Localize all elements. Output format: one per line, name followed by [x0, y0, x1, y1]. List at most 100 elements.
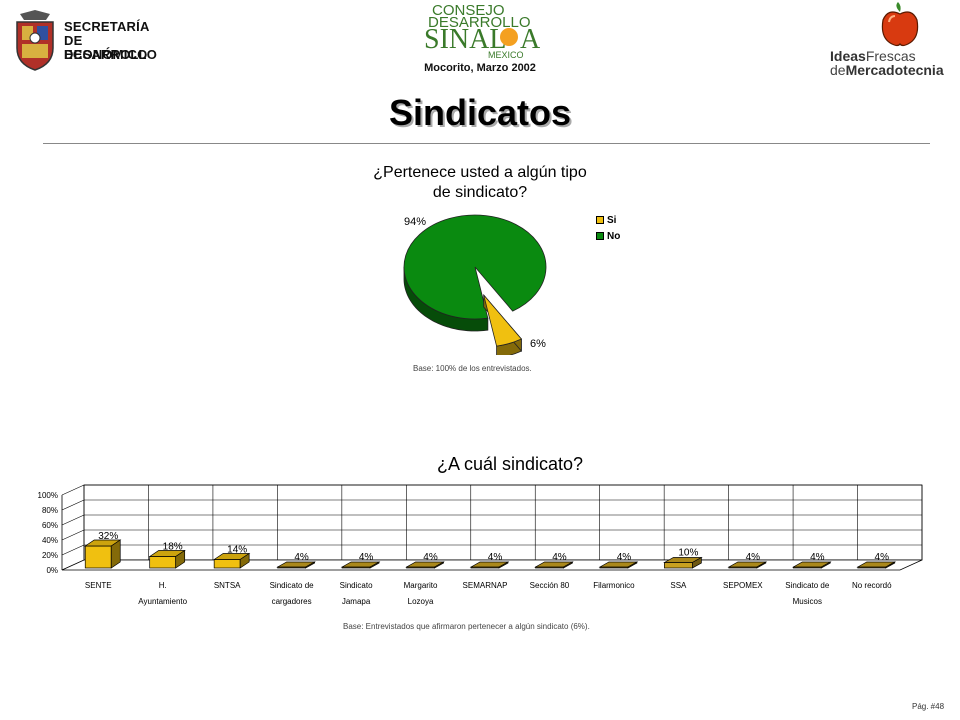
bar-chart-title: ¿A cuál sindicato?: [436, 454, 584, 474]
desarrollo-text: DESARROLLO: [428, 14, 531, 31]
x-tick-label: H.: [159, 581, 167, 590]
x-tick-label: Margarito: [404, 581, 438, 590]
legend-label-si: Si: [607, 214, 617, 226]
bar-value-label: 4%: [875, 552, 890, 563]
legend-swatch-si: [596, 216, 604, 224]
pie-slice-top: [483, 294, 523, 347]
state-seal-icon: [16, 10, 54, 71]
bar-chart: 0% 20% 40% 60% 80% 100% 32% SENTE 18% H. Ayuntamie…: [38, 484, 923, 606]
bar-value-label: 4%: [488, 552, 503, 563]
bar-grid: [61, 484, 923, 571]
bar-side: [885, 561, 896, 569]
bar-12: [856, 561, 897, 569]
x-tick-label: SEPOMEX: [723, 581, 763, 590]
pie-slice-no: [403, 214, 547, 332]
bar-side: [239, 552, 250, 569]
bar-front: [149, 556, 177, 569]
bar-value-label: 4%: [294, 552, 309, 563]
x-tick-label: Filarmonico: [593, 581, 635, 590]
bar-value-label: 10%: [678, 548, 698, 559]
page-title: Sindicatos: [388, 92, 572, 133]
x-tick-label: SEMARNAP: [463, 581, 508, 590]
bar-value-label: 4%: [617, 552, 632, 563]
sinaloa-text: SINAL: [424, 24, 507, 55]
bar-side: [820, 561, 831, 569]
bar-value-label: 18%: [163, 542, 183, 553]
y-tick-label: 40%: [42, 536, 58, 545]
x-tick-label: Ayuntamiento: [138, 597, 187, 606]
x-tick-label: Jamapa: [342, 597, 371, 606]
pie-value-label-no: 94%: [404, 216, 426, 228]
bar-2: [212, 552, 251, 569]
bar-value-label: 4%: [423, 552, 438, 563]
x-tick-label: Sindicato de: [785, 581, 830, 590]
x-tick-label: SNTSA: [214, 581, 241, 590]
bar-6: [469, 561, 510, 569]
page-number: Pág. #48: [912, 702, 945, 711]
bar-front: [664, 562, 693, 569]
bar-base-note: Base: Entrevistados que afirmaron perten…: [343, 622, 590, 631]
secretaria-line-3: ECONÓMICO: [64, 47, 148, 62]
pie-title-line-2: de sindicato?: [432, 184, 528, 201]
frescas-text: Frescas: [865, 48, 916, 64]
bar-value-label: 4%: [359, 552, 374, 563]
ideas-frescas-logo: IdeasFrescas deMercadotecnia: [826, 2, 960, 82]
bar-back-wall: [83, 484, 923, 561]
bar-gridline-side: [61, 514, 85, 526]
bar-value-label: 4%: [746, 552, 761, 563]
secretaria-logo: SECRETARÍA DE DESARROLLO ECONÓMICO: [8, 4, 158, 76]
y-tick-label: 20%: [42, 551, 58, 560]
bar-3: [276, 561, 316, 569]
mercadotecnia-text: Mercadotecnia: [845, 62, 944, 78]
location-date: Mocorito, Marzo 2002: [424, 62, 536, 74]
pie-base-note: Base: 100% de los entrevistados.: [413, 364, 532, 373]
consejo-text: CONSEJO: [432, 2, 505, 19]
bar-gridline-side: [61, 484, 85, 496]
bar-4: [340, 561, 381, 569]
bar-5: [405, 561, 445, 569]
bar-7: [534, 561, 574, 569]
bar-side: [627, 561, 638, 569]
legend-item-no: No: [596, 228, 620, 244]
sinaloa-a-text: A: [520, 24, 541, 55]
bar-side: [563, 561, 573, 569]
apple-icon: [881, 2, 919, 47]
bar-gridline-side: [61, 529, 85, 541]
y-tick-label: 100%: [38, 491, 58, 500]
bar-gridline-side: [61, 499, 85, 511]
y-tick-label: 0%: [46, 566, 58, 575]
x-tick-label: SSA: [670, 581, 687, 590]
bar-0: [84, 539, 122, 569]
x-tick-label: Musicos: [793, 597, 822, 606]
page-header: SECRETARÍA DE DESARROLLO ECONÓMICO CONSE…: [0, 0, 960, 90]
bar-11: [791, 561, 832, 569]
pie-chart: 6% 94%: [403, 214, 547, 355]
de-text: de: [830, 62, 846, 78]
x-tick-label: Sindicato de: [270, 581, 315, 590]
x-tick-label: SENTE: [85, 581, 112, 590]
ideas-text: Ideas: [830, 48, 866, 64]
bar-side: [369, 561, 380, 569]
y-tick-label: 80%: [42, 506, 58, 515]
x-tick-label: No recordó: [852, 581, 892, 590]
bar-side: [498, 561, 509, 569]
legend-item-si: Si: [596, 212, 620, 228]
x-tick-label: cargadores: [272, 597, 312, 606]
secretaria-line-2: DE DESARROLLO: [64, 33, 157, 62]
pie-title-line-1: ¿Pertenece usted a algún tipo: [373, 164, 587, 181]
bar-side: [434, 561, 444, 569]
bar-10: [727, 561, 768, 569]
bar-side: [305, 561, 315, 569]
bar-value-label: 14%: [227, 545, 247, 556]
x-tick-label: Sindicato: [340, 581, 373, 590]
secretaria-line-1: SECRETARÍA: [64, 19, 150, 34]
legend-label-no: No: [607, 230, 621, 242]
title-divider: [43, 143, 930, 144]
bar-side: [175, 549, 186, 569]
mexico-text: MEXICO: [488, 50, 524, 60]
bar-side: [110, 539, 121, 569]
bar-gridline-side: [61, 544, 85, 556]
pie-slice-top: [403, 214, 547, 320]
bar-value-label: 4%: [810, 552, 825, 563]
bar-9: [663, 556, 703, 569]
